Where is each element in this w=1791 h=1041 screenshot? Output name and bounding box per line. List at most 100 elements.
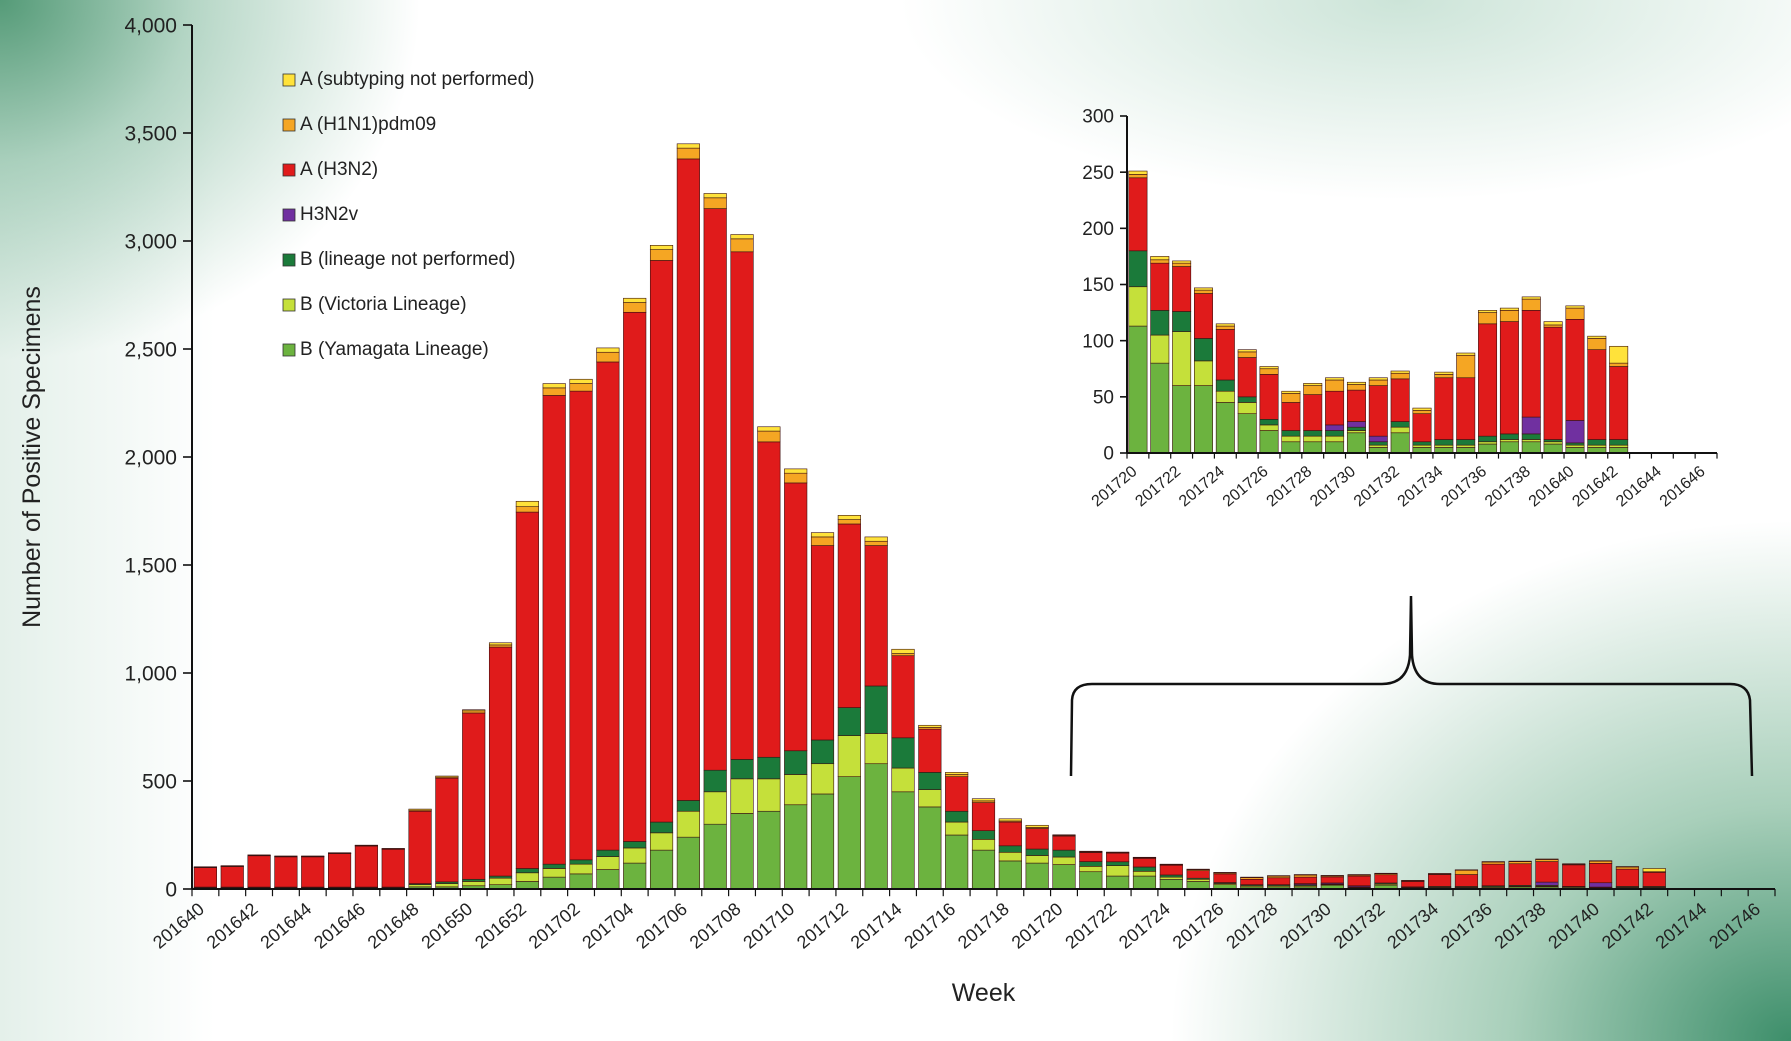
inset-bar-b-yamagata-lineage-201726 bbox=[1259, 430, 1279, 454]
main-bar-a-subtyping-not-performed-201712 bbox=[837, 515, 861, 520]
main-bar-b-victoria-lineage-201716 bbox=[945, 821, 969, 836]
inset-bar-a-subtyping-not-performed-201737 bbox=[1499, 307, 1519, 311]
main-bar-a-h3n2-201726 bbox=[1213, 873, 1237, 883]
main-bar-a-h1n1-pdm09-201716 bbox=[945, 774, 969, 777]
legend: A (subtyping not performed) A (H1N1)pdm09… bbox=[282, 69, 534, 360]
inset-bar-a-h1n1-pdm09-201727 bbox=[1281, 393, 1301, 403]
main-bar-b-yamagata-lineage-201719 bbox=[1025, 862, 1049, 890]
inset-bar-a-h1n1-pdm09-201724 bbox=[1215, 325, 1235, 330]
inset-bar-b-lineage-not-performed-201735 bbox=[1456, 439, 1476, 446]
main-bar-a-h1n1-pdm09-201705 bbox=[649, 249, 674, 261]
main-bar-a-h3n2-201647 bbox=[381, 848, 405, 888]
main-bar-a-h3n2-201715 bbox=[918, 728, 942, 773]
inset-bar-a-h3n2-201721 bbox=[1150, 262, 1170, 311]
inset-x-tick-label: 201640 bbox=[1526, 463, 1578, 510]
main-bar-b-victoria-lineage-201721 bbox=[1079, 866, 1103, 873]
inset-bar-b-lineage-not-performed-201738 bbox=[1521, 433, 1541, 440]
inset-bar-b-yamagata-lineage-201721 bbox=[1150, 362, 1170, 454]
inset-bar-h3n2v-201729 bbox=[1325, 424, 1345, 431]
inset-bar-b-victoria-lineage-201723 bbox=[1194, 360, 1213, 386]
main-bar-a-subtyping-not-performed-201714 bbox=[891, 648, 915, 654]
main-bar-a-h3n2-201701 bbox=[542, 395, 566, 865]
main-y-tick-label: 3,000 bbox=[124, 230, 177, 253]
inset-bar-b-victoria-lineage-201741 bbox=[1587, 444, 1607, 448]
inset-bar-a-h1n1-pdm09-201735 bbox=[1456, 354, 1476, 379]
main-bar-a-subtyping-not-performed-201725 bbox=[1186, 868, 1210, 870]
main-bar-a-subtyping-not-performed-201721 bbox=[1079, 850, 1103, 853]
inset-bar-b-victoria-lineage-201725 bbox=[1237, 402, 1257, 414]
main-bar-b-lineage-not-performed-201651 bbox=[488, 875, 513, 879]
inset-bar-a-subtyping-not-performed-201742 bbox=[1609, 345, 1629, 364]
main-bar-a-h1n1-pdm09-201704 bbox=[623, 302, 647, 313]
inset-bar-b-victoria-lineage-201732 bbox=[1390, 426, 1410, 434]
main-bar-b-lineage-not-performed-201720 bbox=[1052, 849, 1076, 858]
legend-swatch-h3n2v bbox=[282, 208, 296, 222]
inset-bar-a-h1n1-pdm09-201725 bbox=[1237, 351, 1257, 358]
inset-bar-a-subtyping-not-performed-201731 bbox=[1368, 377, 1388, 381]
main-bar-a-subtyping-not-performed-201645 bbox=[327, 852, 352, 854]
main-bar-a-subtyping-not-performed-201718 bbox=[998, 818, 1022, 822]
inset-bar-a-h3n2-201726 bbox=[1259, 374, 1279, 420]
main-bar-a-subtyping-not-performed-201706 bbox=[676, 143, 700, 149]
main-bar-b-yamagata-lineage-201721 bbox=[1079, 871, 1103, 890]
main-bar-a-h3n2-201724 bbox=[1159, 864, 1183, 876]
main-bar-b-lineage-not-performed-201723 bbox=[1132, 866, 1157, 872]
inset-bar-a-h1n1-pdm09-201726 bbox=[1259, 368, 1279, 375]
inset-x-tick-label: 201722 bbox=[1132, 463, 1184, 510]
inset-bar-b-lineage-not-performed-201737 bbox=[1499, 433, 1519, 440]
inset-bar-b-lineage-not-performed-201734 bbox=[1434, 439, 1454, 446]
main-bar-a-h3n2-201735 bbox=[1454, 874, 1479, 887]
inset-bar-b-yamagata-lineage-201738 bbox=[1521, 441, 1541, 454]
main-y-tick-label: 500 bbox=[142, 770, 177, 793]
inset-bar-b-victoria-lineage-201727 bbox=[1281, 435, 1301, 443]
inset-bar-b-lineage-not-performed-201722 bbox=[1172, 311, 1192, 332]
main-bar-a-h3n2-201710 bbox=[784, 482, 808, 752]
main-bar-a-subtyping-not-performed-201705 bbox=[649, 245, 674, 250]
inset-bar-b-yamagata-lineage-201730 bbox=[1346, 432, 1366, 454]
main-bar-a-subtyping-not-performed-201738 bbox=[1535, 858, 1559, 860]
inset-bar-a-h3n2-201731 bbox=[1368, 385, 1388, 437]
main-bar-a-subtyping-not-performed-201720 bbox=[1052, 834, 1076, 836]
main-bar-b-yamagata-lineage-201707 bbox=[703, 823, 727, 890]
inset-bar-a-h3n2-201732 bbox=[1390, 378, 1410, 422]
inset-bar-a-h1n1-pdm09-201731 bbox=[1368, 379, 1388, 386]
main-bar-b-yamagata-lineage-201710 bbox=[784, 804, 808, 890]
main-bar-a-h3n2-201718 bbox=[998, 821, 1022, 847]
inset-bar-b-victoria-lineage-201734 bbox=[1434, 444, 1454, 448]
main-bar-a-subtyping-not-performed-201734 bbox=[1428, 873, 1452, 875]
inset-bar-b-yamagata-lineage-201732 bbox=[1390, 432, 1410, 454]
inset-bar-a-subtyping-not-performed-201723 bbox=[1194, 287, 1213, 291]
main-bar-b-yamagata-lineage-201702 bbox=[569, 873, 593, 890]
main-bar-b-victoria-lineage-201723 bbox=[1132, 870, 1157, 877]
main-bar-b-yamagata-lineage-201714 bbox=[891, 791, 915, 890]
main-bar-a-subtyping-not-performed-201648 bbox=[408, 808, 432, 811]
legend-swatch-b-yamagata-lineage bbox=[282, 343, 296, 357]
main-x-tick-label: 201702 bbox=[525, 899, 584, 953]
main-bar-a-h3n2-201725 bbox=[1186, 870, 1210, 879]
inset-bar-b-victoria-lineage-201722 bbox=[1172, 331, 1192, 386]
main-bar-b-lineage-not-performed-201718 bbox=[998, 845, 1022, 853]
main-bar-b-lineage-not-performed-201710 bbox=[784, 750, 808, 775]
main-bar-a-subtyping-not-performed-201739 bbox=[1562, 863, 1586, 865]
main-bar-a-subtyping-not-performed-201726 bbox=[1213, 872, 1237, 874]
main-bar-b-yamagata-lineage-201718 bbox=[998, 860, 1022, 890]
main-bar-a-h3n2-201705 bbox=[649, 260, 674, 823]
inset-bar-a-h3n2-201735 bbox=[1456, 377, 1476, 440]
inset-bar-a-subtyping-not-performed-201734 bbox=[1434, 371, 1454, 375]
main-x-tick-label: 201726 bbox=[1169, 899, 1228, 953]
main-bar-a-subtyping-not-performed-201732 bbox=[1374, 872, 1398, 875]
inset-x-tick-label: 201724 bbox=[1176, 463, 1228, 510]
main-bar-a-h1n1-pdm09-201708 bbox=[730, 238, 754, 253]
inset-bar-a-h1n1-pdm09-201732 bbox=[1390, 372, 1410, 380]
main-bar-a-subtyping-not-performed-201713 bbox=[864, 536, 888, 542]
main-x-tick-label: 201720 bbox=[1008, 899, 1067, 953]
main-bar-a-h3n2-201650 bbox=[462, 712, 486, 880]
main-bar-a-subtyping-not-performed-201737 bbox=[1508, 860, 1532, 862]
inset-bar-b-yamagata-lineage-201739 bbox=[1543, 443, 1563, 454]
inset-bar-b-yamagata-lineage-201724 bbox=[1215, 402, 1235, 454]
inset-bar-a-subtyping-not-performed-201732 bbox=[1390, 370, 1410, 374]
inset-bar-b-lineage-not-performed-201721 bbox=[1150, 310, 1170, 336]
inset-bar-a-h3n2-201741 bbox=[1587, 349, 1607, 440]
inset-bar-b-victoria-lineage-201738 bbox=[1521, 439, 1541, 443]
inset-bar-a-h1n1-pdm09-201733 bbox=[1412, 410, 1432, 414]
